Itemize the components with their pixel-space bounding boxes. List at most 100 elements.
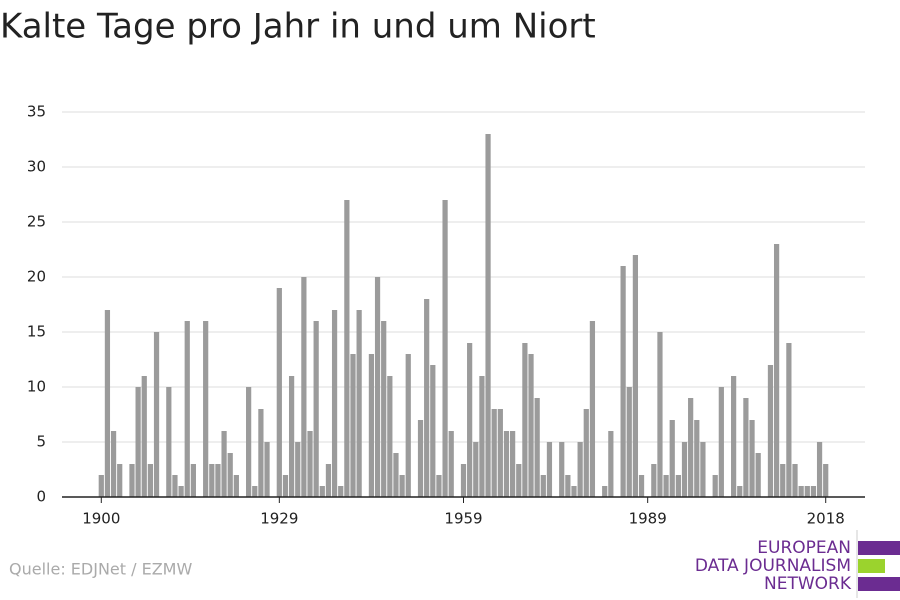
bar xyxy=(166,387,172,497)
bar xyxy=(675,475,681,497)
bar xyxy=(203,321,209,497)
bar xyxy=(301,277,307,497)
bar xyxy=(571,486,577,497)
bar xyxy=(104,310,111,497)
bar xyxy=(307,431,313,497)
bar xyxy=(510,431,516,497)
bar xyxy=(743,398,749,497)
bar xyxy=(491,409,497,497)
bar xyxy=(638,475,645,497)
bar xyxy=(712,475,718,497)
bar xyxy=(681,442,688,497)
bar xyxy=(657,332,663,497)
logo-bar xyxy=(858,541,900,555)
bar xyxy=(755,453,761,497)
y-tick-label: 0 xyxy=(36,488,46,506)
bar xyxy=(215,464,221,497)
bar xyxy=(129,464,135,497)
bar xyxy=(651,464,657,497)
x-tick-label: 1989 xyxy=(629,510,667,528)
bar xyxy=(393,453,399,497)
bar xyxy=(688,398,694,497)
bar xyxy=(792,464,798,497)
logo-text: EUROPEAN xyxy=(757,538,851,558)
bar xyxy=(135,387,141,497)
bar xyxy=(374,277,381,497)
logo-text: NETWORK xyxy=(764,574,852,594)
bar xyxy=(694,420,700,497)
bar xyxy=(264,442,270,497)
bar xyxy=(405,354,411,497)
bar xyxy=(344,200,350,497)
bar xyxy=(467,343,473,497)
bar xyxy=(417,420,424,497)
bar xyxy=(184,321,190,497)
bar xyxy=(583,409,589,497)
bar xyxy=(663,475,669,497)
bar xyxy=(485,134,491,497)
bar xyxy=(246,387,252,497)
bar xyxy=(589,321,596,497)
bar xyxy=(221,431,227,497)
logo-bar xyxy=(858,577,900,591)
bar xyxy=(172,475,178,497)
y-tick-label: 5 xyxy=(36,433,46,451)
bar xyxy=(718,387,724,497)
bar xyxy=(460,464,467,497)
bar xyxy=(276,288,282,497)
bar xyxy=(387,376,393,497)
bar xyxy=(258,409,264,497)
x-tick-label: 1929 xyxy=(260,510,298,528)
bar xyxy=(141,376,147,497)
y-tick-label: 15 xyxy=(27,323,46,341)
bar xyxy=(731,376,737,497)
bar xyxy=(534,398,540,497)
bar xyxy=(540,475,546,497)
bar xyxy=(577,442,583,497)
bar xyxy=(546,442,553,497)
bar xyxy=(798,486,804,497)
bar xyxy=(288,376,295,497)
bar xyxy=(381,321,387,497)
bar xyxy=(252,486,258,497)
bar xyxy=(602,486,608,497)
x-tick-label: 2018 xyxy=(807,510,845,528)
bar xyxy=(110,431,117,497)
logo-text: DATA JOURNALISM xyxy=(695,556,851,576)
x-tick-label: 1959 xyxy=(444,510,482,528)
y-tick-label: 25 xyxy=(27,213,46,231)
bar xyxy=(368,354,375,497)
bar xyxy=(823,464,829,497)
bar xyxy=(473,442,479,497)
bar xyxy=(147,464,154,497)
bar xyxy=(430,365,436,497)
bar xyxy=(516,464,522,497)
bar xyxy=(295,442,301,497)
bar xyxy=(117,464,123,497)
y-tick-label: 35 xyxy=(27,103,46,121)
bar xyxy=(522,343,528,497)
bar xyxy=(804,486,810,497)
bar xyxy=(503,431,510,497)
bar xyxy=(669,420,675,497)
y-tick-label: 10 xyxy=(27,378,46,396)
x-tick-label: 1900 xyxy=(82,510,120,528)
bar xyxy=(356,310,362,497)
bar xyxy=(190,464,196,497)
bar xyxy=(632,255,639,497)
y-tick-label: 30 xyxy=(27,158,46,176)
bar xyxy=(565,475,571,497)
bar xyxy=(700,442,706,497)
bar xyxy=(209,464,215,497)
bar xyxy=(767,365,774,497)
bar xyxy=(424,299,430,497)
bar xyxy=(737,486,743,497)
bar xyxy=(749,420,755,497)
bar xyxy=(319,486,325,497)
source: Quelle: EDJNet / EZMW xyxy=(9,560,192,579)
bar xyxy=(479,376,485,497)
bar xyxy=(620,266,626,497)
bar xyxy=(816,442,823,497)
chart-title: Kalte Tage pro Jahr in und um Niort xyxy=(0,7,596,47)
